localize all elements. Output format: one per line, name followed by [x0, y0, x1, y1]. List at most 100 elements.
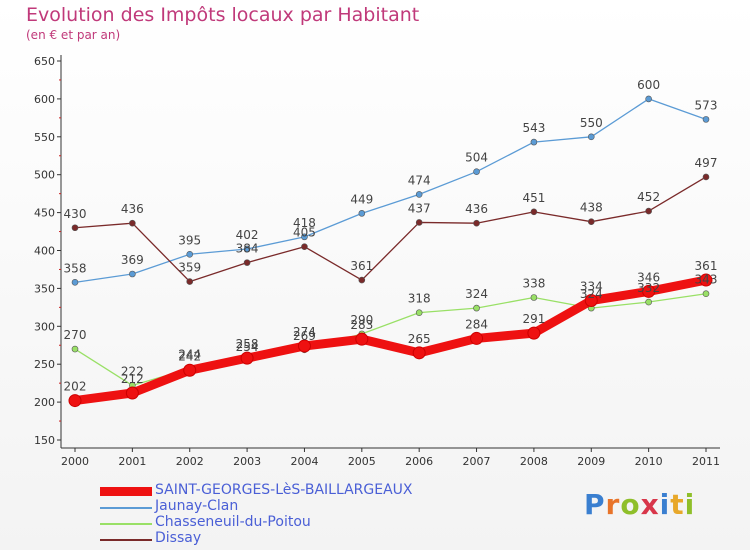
- x-tick-label: 2004: [290, 455, 318, 468]
- x-tick-label: 2008: [520, 455, 548, 468]
- data-label: 418: [293, 216, 316, 230]
- data-point: [470, 331, 484, 345]
- data-label: 274: [293, 325, 316, 339]
- data-label: 358: [64, 261, 87, 275]
- data-point: [186, 250, 194, 258]
- y-tick-label: 500: [34, 169, 55, 182]
- y-tick-label: 200: [34, 396, 55, 409]
- y-tick-label: 450: [34, 207, 55, 220]
- data-label: 338: [522, 276, 545, 290]
- x-tick-label: 2006: [405, 455, 433, 468]
- y-tick-label: 350: [34, 282, 55, 295]
- series-line-2: [74, 293, 707, 387]
- y-tick-label: 600: [34, 93, 55, 106]
- data-label: 346: [637, 270, 660, 284]
- legend-swatch: [100, 523, 152, 525]
- data-point: [415, 191, 423, 198]
- data-label: 283: [350, 318, 373, 332]
- data-point: [645, 95, 652, 103]
- data-point: [125, 386, 139, 400]
- data-label: 332: [637, 281, 660, 295]
- data-point: [530, 138, 538, 146]
- data-label: 265: [408, 332, 431, 346]
- data-point: [355, 332, 369, 346]
- data-label: 437: [408, 201, 431, 215]
- data-point: [473, 219, 480, 227]
- legend-swatch: [100, 487, 152, 496]
- data-label: 550: [580, 116, 603, 130]
- data-point: [415, 309, 423, 316]
- data-label: 395: [178, 233, 201, 247]
- data-label: 334: [580, 280, 603, 294]
- x-tick-label: 2002: [176, 455, 204, 468]
- data-label: 436: [465, 202, 488, 216]
- data-point: [699, 273, 713, 287]
- data-point: [473, 304, 480, 312]
- data-label: 405: [293, 226, 316, 240]
- x-tick-label: 2003: [233, 455, 261, 468]
- data-label: 497: [695, 156, 718, 170]
- data-point: [530, 208, 538, 216]
- data-point: [301, 233, 308, 241]
- data-point: [301, 243, 308, 251]
- data-point: [584, 294, 598, 308]
- data-label: 451: [522, 191, 545, 205]
- data-point: [243, 245, 251, 253]
- data-point: [587, 133, 595, 141]
- x-tick-label: 2011: [692, 455, 720, 468]
- data-label: 573: [695, 98, 718, 112]
- data-label: 291: [522, 312, 545, 326]
- legend-swatch: [100, 507, 152, 509]
- data-label: 318: [408, 292, 431, 306]
- data-label: 430: [64, 207, 87, 221]
- series-line-0: [70, 275, 711, 406]
- data-point: [240, 351, 254, 365]
- data-point: [587, 218, 595, 225]
- data-point: [68, 394, 82, 408]
- legend-swatch: [100, 539, 152, 541]
- data-point: [412, 346, 426, 360]
- legend-label: SAINT-GEORGES-LèS-BAILLARGEAUX: [155, 482, 413, 498]
- data-label: 258: [236, 337, 259, 351]
- data-point: [129, 270, 136, 278]
- data-point: [530, 294, 538, 301]
- data-label: 402: [236, 228, 259, 242]
- x-tick-label: 2007: [463, 455, 491, 468]
- data-point: [186, 278, 194, 285]
- y-tick-label: 550: [34, 131, 55, 144]
- data-point: [358, 210, 366, 217]
- data-point: [702, 173, 710, 181]
- data-label: 543: [522, 121, 545, 135]
- data-label: 361: [695, 259, 718, 273]
- data-label: 369: [121, 253, 144, 267]
- data-label: 290: [350, 313, 373, 327]
- y-tick-label: 400: [34, 245, 55, 258]
- data-label: 600: [637, 78, 660, 92]
- data-label: 384: [236, 242, 259, 256]
- x-tick-label: 2009: [577, 455, 605, 468]
- data-label: 270: [64, 328, 87, 342]
- x-tick-label: 2010: [635, 455, 663, 468]
- x-tick-label: 2005: [348, 455, 376, 468]
- data-label: 222: [121, 364, 144, 378]
- data-label: 284: [465, 317, 488, 331]
- data-label: 212: [121, 372, 144, 386]
- y-tick-label: 150: [34, 434, 55, 447]
- legend-label: Dissay: [155, 530, 202, 546]
- data-point: [702, 290, 710, 298]
- y-tick-label: 650: [34, 55, 55, 68]
- data-point: [71, 279, 79, 286]
- data-label: 474: [408, 173, 431, 187]
- data-label: 359: [178, 261, 201, 275]
- legend-label: Jaunay-Clan: [155, 498, 239, 514]
- data-point: [243, 259, 251, 266]
- data-label: 242: [178, 349, 201, 363]
- x-tick-label: 2001: [118, 455, 146, 468]
- data-label: 436: [121, 202, 144, 216]
- data-point: [129, 219, 136, 227]
- data-label: 269: [293, 329, 316, 343]
- y-tick-label: 250: [34, 358, 55, 371]
- data-point: [71, 224, 79, 232]
- series-line-1: [74, 98, 707, 283]
